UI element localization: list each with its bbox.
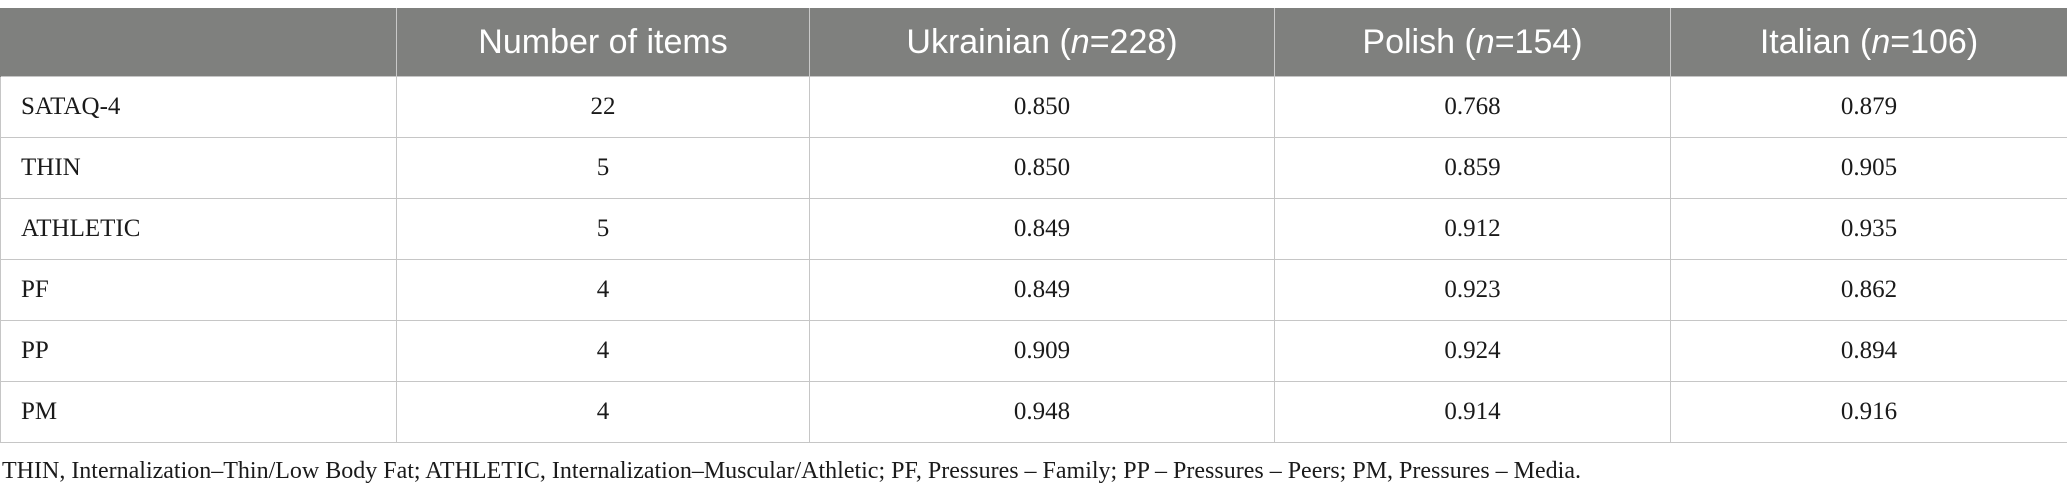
row-label: PM (0, 381, 397, 443)
cell-polish: 0.914 (1274, 381, 1671, 443)
cell-polish: 0.912 (1274, 198, 1671, 260)
cell-italian: 0.879 (1670, 76, 2067, 138)
cell-ukrainian: 0.849 (809, 198, 1275, 260)
table-row: PF 4 0.849 0.923 0.862 (0, 259, 2067, 321)
cell-polish: 0.859 (1274, 137, 1671, 199)
reliability-table: Number of items Ukrainian (n=228) Polish… (0, 8, 2067, 443)
cell-italian: 0.862 (1670, 259, 2067, 321)
cell-items: 5 (396, 198, 810, 260)
table-row: PP 4 0.909 0.924 0.894 (0, 320, 2067, 382)
table-row: PM 4 0.948 0.914 0.916 (0, 381, 2067, 443)
header-number-of-items: Number of items (396, 8, 810, 77)
cell-italian: 0.916 (1670, 381, 2067, 443)
cell-polish: 0.923 (1274, 259, 1671, 321)
table-row: SATAQ-4 22 0.850 0.768 0.879 (0, 76, 2067, 138)
cell-items: 4 (396, 320, 810, 382)
cell-polish: 0.768 (1274, 76, 1671, 138)
table-row: THIN 5 0.850 0.859 0.905 (0, 137, 2067, 199)
row-label: PF (0, 259, 397, 321)
cell-ukrainian: 0.948 (809, 381, 1275, 443)
header-cell-blank (0, 8, 397, 77)
cell-items: 4 (396, 381, 810, 443)
reliability-table-container: Number of items Ukrainian (n=228) Polish… (0, 8, 2067, 443)
cell-items: 22 (396, 76, 810, 138)
cell-ukrainian: 0.850 (809, 137, 1275, 199)
cell-polish: 0.924 (1274, 320, 1671, 382)
row-label: THIN (0, 137, 397, 199)
table-footnote: THIN, Internalization–Thin/Low Body Fat;… (2, 458, 1581, 484)
row-label: ATHLETIC (0, 198, 397, 260)
cell-italian: 0.905 (1670, 137, 2067, 199)
table-row: ATHLETIC 5 0.849 0.912 0.935 (0, 198, 2067, 260)
cell-ukrainian: 0.909 (809, 320, 1275, 382)
header-ukrainian: Ukrainian (n=228) (809, 8, 1275, 77)
header-row: Number of items Ukrainian (n=228) Polish… (0, 8, 2067, 77)
cell-italian: 0.935 (1670, 198, 2067, 260)
row-label: PP (0, 320, 397, 382)
cell-ukrainian: 0.850 (809, 76, 1275, 138)
row-label: SATAQ-4 (0, 76, 397, 138)
cell-italian: 0.894 (1670, 320, 2067, 382)
table-body: SATAQ-4 22 0.850 0.768 0.879 THIN 5 0.85… (0, 76, 2067, 443)
header-italian: Italian (n=106) (1670, 8, 2067, 77)
cell-items: 5 (396, 137, 810, 199)
table-header: Number of items Ukrainian (n=228) Polish… (0, 8, 2067, 77)
header-polish: Polish (n=154) (1274, 8, 1671, 77)
cell-items: 4 (396, 259, 810, 321)
cell-ukrainian: 0.849 (809, 259, 1275, 321)
